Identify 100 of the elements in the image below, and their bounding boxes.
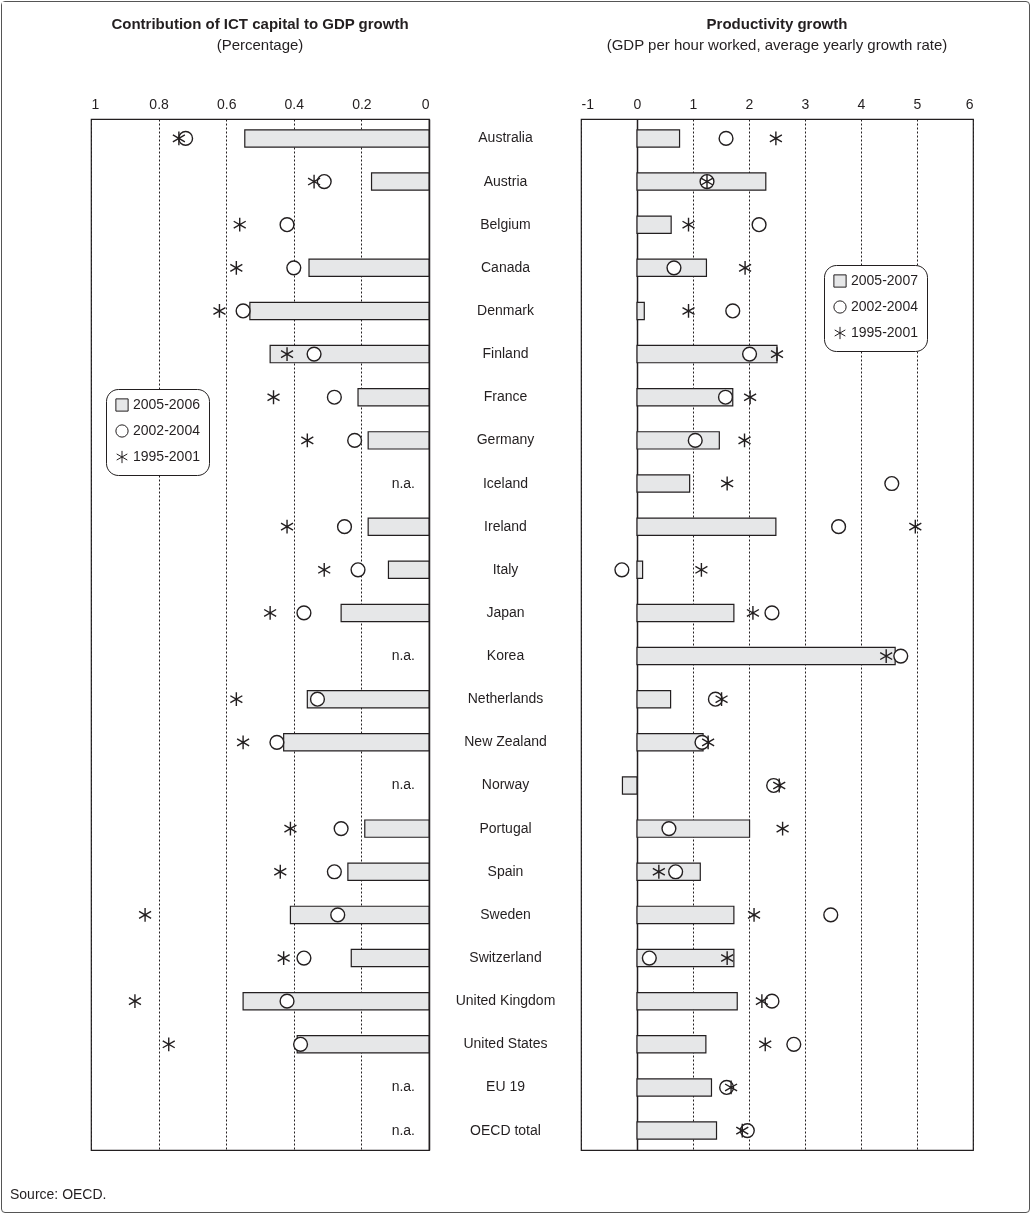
y-tick-label: Canada (480, 258, 531, 275)
annotation: n.a. (391, 1121, 415, 1138)
point (681, 303, 696, 319)
chart-subtitle: (Percentage) (216, 36, 304, 53)
point (300, 432, 315, 448)
point (687, 432, 703, 448)
y-tick-label: EU 19 (486, 1078, 526, 1095)
y-tick-label: Belgium (480, 215, 531, 232)
point (263, 605, 277, 621)
point (172, 130, 186, 146)
x-tick-label: 3 (801, 95, 810, 112)
point (758, 1036, 772, 1052)
y-tick-label: OECD total (470, 1121, 541, 1138)
y-tick-label: Portugal (479, 819, 532, 836)
y-tick-label: Norway (481, 776, 530, 793)
y-tick-label: Denmark (477, 301, 535, 318)
point (666, 260, 682, 276)
y-tick-label: Sweden (480, 905, 531, 922)
point (661, 821, 677, 837)
y-tick-label: France (483, 388, 528, 405)
point (317, 562, 331, 578)
point (681, 217, 696, 233)
y-tick-label: Spain (487, 862, 524, 879)
y-tick-label: Japan (486, 603, 525, 620)
point (668, 864, 684, 880)
x-tick-label: 6 (965, 95, 974, 112)
point (306, 346, 322, 362)
legend-label: 1995-2001 (851, 324, 919, 340)
y-tick-label: Ireland (484, 517, 527, 534)
point (266, 389, 281, 405)
legend-label: 1995-2001 (133, 448, 201, 464)
x-tick-label: 4 (857, 95, 866, 112)
y-tick-label: Switzerland (469, 949, 542, 966)
y-tick-label: Iceland (482, 474, 529, 491)
point (162, 1036, 176, 1052)
y-tick-label: Austria (483, 172, 528, 189)
point (735, 1123, 749, 1139)
point (279, 993, 295, 1009)
y-tick-label: Australia (478, 129, 533, 146)
annotation: n.a. (391, 1078, 415, 1095)
x-tick-label: 2 (745, 95, 754, 112)
x-tick-label: 0.4 (284, 95, 305, 112)
x-tick-label: 0.6 (216, 95, 237, 112)
point (755, 993, 769, 1009)
x-tick-label: 5 (913, 95, 922, 112)
point (236, 734, 250, 750)
chart-title: Productivity growth (706, 15, 848, 32)
y-tick-label: United States (463, 1035, 548, 1052)
x-tick-label: 1 (689, 95, 698, 112)
x-tick-label: 0 (633, 95, 642, 112)
point (283, 821, 298, 837)
x-tick-label: -1 (581, 95, 595, 112)
point (908, 519, 923, 535)
y-tick-label: New Zealand (464, 733, 547, 750)
point (292, 1036, 309, 1052)
y-tick-label: Finland (482, 345, 529, 362)
point (775, 821, 790, 837)
point (641, 950, 657, 966)
y-tick-label: Netherlands (467, 690, 544, 707)
x-tick-label: 0.8 (149, 95, 170, 112)
legend-label: 2002-2004 (851, 298, 919, 314)
point (714, 691, 729, 707)
x-tick-label: 0.2 (352, 95, 372, 112)
annotation: n.a. (391, 776, 415, 793)
point (772, 777, 786, 794)
point (286, 260, 302, 276)
legend-label: 2005-2007 (851, 272, 919, 288)
point (701, 734, 715, 750)
point (746, 605, 760, 621)
y-tick-label: Italy (492, 560, 519, 577)
point (738, 260, 752, 276)
point (652, 864, 666, 880)
point (212, 303, 227, 319)
y-tick-label: United Kingdom (455, 992, 556, 1009)
x-tick-label: 1 (91, 95, 100, 112)
annotation: n.a. (391, 647, 415, 664)
point (280, 346, 294, 362)
x-tick-label: 0 (421, 95, 430, 112)
point (233, 217, 247, 233)
point (350, 562, 366, 578)
point (770, 346, 784, 362)
legend-label: 2002-2004 (133, 422, 201, 438)
annotation: n.a. (391, 474, 415, 491)
y-tick-label: Germany (476, 431, 535, 448)
point (280, 519, 294, 535)
point (720, 475, 734, 492)
point (229, 691, 244, 707)
point (737, 432, 752, 448)
chart-title: Contribution of ICT capital to GDP growth (111, 15, 409, 32)
source-note: Source: OECD. (10, 1186, 107, 1202)
point (138, 907, 152, 923)
y-tick-label: Korea (486, 647, 525, 664)
point (743, 389, 757, 405)
point (330, 907, 346, 923)
point (741, 346, 758, 362)
point (694, 562, 709, 578)
chart-subtitle: (GDP per hour worked, average yearly growth rate) (606, 36, 948, 53)
point (747, 907, 761, 923)
point (307, 173, 321, 190)
point (879, 648, 893, 664)
